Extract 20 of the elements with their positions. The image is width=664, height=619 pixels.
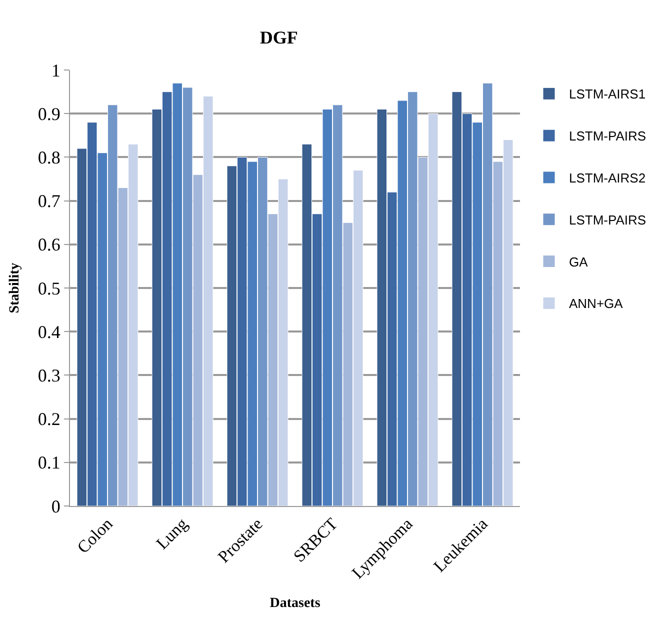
y-tick-label: 0.4 bbox=[38, 322, 60, 342]
y-tick-label: 0.8 bbox=[38, 148, 60, 168]
y-tick-label: 0.5 bbox=[38, 278, 60, 298]
y-tick-label: 0 bbox=[51, 496, 60, 516]
chart-title: DGF bbox=[260, 28, 298, 48]
y-tick-label: 0.2 bbox=[38, 409, 60, 430]
legend-label: LSTM-PAIRS bbox=[569, 212, 646, 228]
y-tick-label: 0.6 bbox=[38, 234, 60, 255]
y-tick-label: 0.9 bbox=[38, 104, 60, 124]
legend-label: LSTM-PAIRS bbox=[569, 128, 646, 144]
y-tick-label: 0.1 bbox=[38, 452, 60, 473]
y-tick-label: 0.3 bbox=[38, 366, 60, 386]
legend-label: LSTM-AIRS2 bbox=[569, 170, 646, 186]
y-tick-label: 1 bbox=[51, 60, 60, 80]
x-axis-title: Datasets bbox=[270, 596, 321, 611]
y-tick-label: 0.7 bbox=[38, 191, 60, 212]
y-axis-title: Stability bbox=[8, 262, 22, 314]
legend-label: ANN+GA bbox=[569, 296, 624, 312]
legend-label: GA bbox=[569, 254, 588, 270]
legend-label: LSTM-AIRS1 bbox=[569, 86, 646, 102]
